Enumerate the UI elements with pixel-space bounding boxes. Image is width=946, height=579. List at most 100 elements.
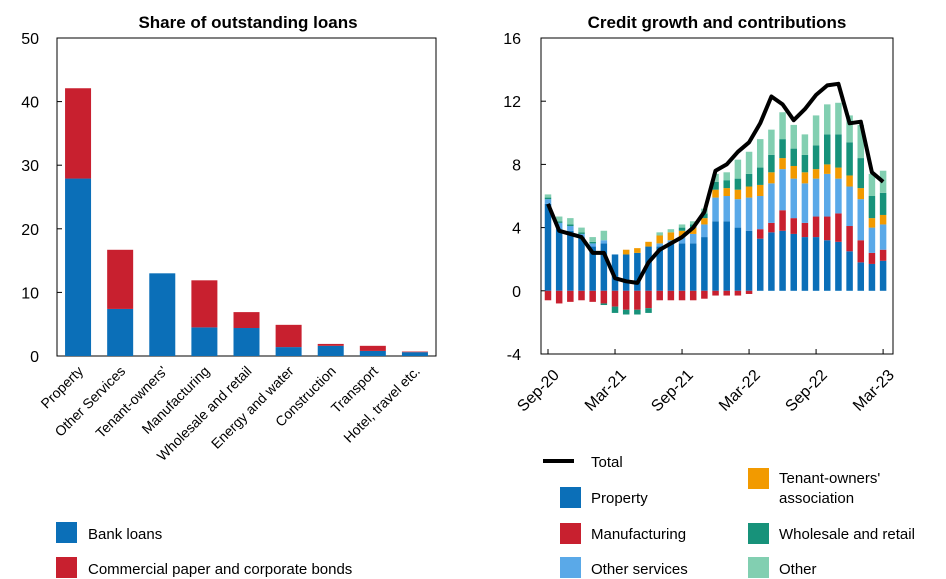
bar-property-apr-21: [622, 254, 630, 291]
bar-property-dec-20: [578, 237, 585, 291]
bar-tenant-owners-association-sep-21: [678, 230, 686, 238]
bar-commercial-paper-and-corporate-bonds-construction: [317, 343, 344, 346]
bar-property-jun-21: [645, 246, 652, 291]
right-x-tick-label: Mar-21: [582, 367, 630, 415]
bar-other-services-jul-21: [656, 243, 663, 247]
left-legend: Bank loans Commercial paper and corporat…: [56, 522, 352, 578]
bar-property-jan-21: [589, 246, 596, 291]
bar-other-aug-22: [801, 134, 809, 155]
bar-other-mar-22: [745, 151, 753, 174]
left-chart-title: Share of outstanding loans: [138, 13, 357, 32]
bar-wholesale-and-retail-mar-23: [879, 192, 887, 215]
bar-property-jan-23: [857, 262, 865, 291]
bar-manufacturing-feb-23: [868, 252, 876, 264]
right-y-tick-label: 4: [512, 221, 521, 238]
bar-bank-loans-energy-and-water: [275, 347, 302, 356]
bar-other-oct-21: [689, 221, 697, 225]
bar-property-feb-22: [734, 227, 742, 291]
bar-property-nov-20: [567, 230, 574, 291]
bar-wholesale-and-retail-sep-22: [812, 145, 820, 170]
bar-manufacturing-nov-22: [835, 213, 842, 242]
bar-wholesale-and-retail-mar-21: [611, 306, 619, 313]
bar-wholesale-and-retail-jan-23: [857, 158, 865, 189]
right-y-tick-label: 12: [503, 94, 521, 111]
bar-property-sep-22: [812, 237, 820, 291]
bar-manufacturing-dec-20: [578, 290, 585, 301]
bar-tenant-owners-association-feb-23: [868, 218, 876, 228]
left-y-tick-label: 0: [30, 349, 39, 366]
bar-other-sep-21: [678, 224, 686, 228]
left-y-tick-label: 30: [21, 158, 39, 175]
bar-bank-loans-wholesale-and-retail: [233, 328, 260, 356]
bar-other-oct-20: [555, 216, 563, 222]
bar-wholesale-and-retail-jun-21: [645, 308, 652, 313]
bar-bank-loans-other-services: [107, 308, 134, 356]
bar-tenant-owners-association-jul-22: [790, 165, 797, 179]
bar-property-oct-20: [555, 229, 563, 291]
bar-wholesale-and-retail-feb-21: [600, 303, 608, 306]
legend-swatch-tenant-owners: [748, 468, 769, 489]
bar-property-nov-22: [835, 241, 842, 291]
bar-tenant-owners-association-feb-22: [734, 189, 742, 200]
bar-bank-loans-transport: [359, 350, 386, 356]
legend-label-property: Property: [591, 490, 648, 507]
bar-property-may-21: [634, 252, 641, 291]
bar-tenant-owners-association-nov-22: [835, 167, 842, 179]
right-x-tick-label: Mar-23: [850, 367, 898, 415]
legend-label-manufacturing: Manufacturing: [591, 526, 686, 543]
bar-manufacturing-jun-22: [779, 210, 786, 231]
left-chart: Share of outstanding loans 0 10 20 30 40 50 P…: [21, 13, 437, 464]
bar-manufacturing-may-21: [634, 290, 641, 310]
bar-manufacturing-dec-21: [712, 290, 719, 296]
bar-tenant-owners-association-jun-22: [779, 158, 786, 170]
bar-property-oct-22: [824, 240, 831, 291]
bar-manufacturing-may-22: [768, 222, 775, 233]
bar-wholesale-and-retail-feb-23: [868, 196, 876, 219]
bar-commercial-paper-and-corporate-bonds-transport: [359, 345, 386, 351]
bar-other-services-nov-21: [701, 224, 708, 238]
legend-label-other: Other: [779, 561, 817, 578]
bar-tenant-owners-association-oct-21: [689, 227, 697, 234]
bar-property-mar-21: [611, 254, 619, 291]
bar-other-services-aug-22: [801, 183, 809, 223]
bar-tenant-owners-association-jan-23: [857, 188, 865, 200]
bar-bank-loans-manufacturing: [191, 327, 218, 356]
bar-other-jan-23: [857, 124, 865, 159]
bar-property-mar-23: [879, 260, 887, 291]
bar-other-services-mar-23: [879, 224, 887, 250]
bar-property-jul-22: [790, 233, 797, 291]
bar-commercial-paper-and-corporate-bonds-energy-and-water: [275, 324, 302, 348]
bar-tenant-owners-association-sep-22: [812, 169, 820, 179]
bar-other-nov-20: [567, 218, 574, 225]
bar-other-services-feb-21: [600, 240, 608, 244]
bar-manufacturing-oct-20: [555, 290, 563, 304]
bar-other-jan-21: [589, 237, 596, 242]
right-x-axis: Sep-20 Mar-21 Sep-21 Mar-22 Sep-22 Mar-23: [514, 349, 898, 415]
bar-wholesale-and-retail-dec-21: [712, 181, 719, 190]
bar-other-apr-22: [756, 139, 764, 168]
bar-other-services-dec-22: [846, 186, 853, 227]
bar-wholesale-and-retail-dec-20: [578, 232, 585, 234]
bar-bank-loans-construction: [317, 345, 344, 356]
bar-wholesale-and-retail-nov-22: [835, 134, 842, 168]
bar-other-aug-21: [667, 229, 675, 233]
bar-manufacturing-jun-21: [645, 290, 652, 309]
bar-commercial-paper-and-corporate-bonds-property: [65, 88, 92, 179]
bar-wholesale-and-retail-jan-22: [723, 180, 730, 189]
bar-property-dec-22: [846, 251, 853, 291]
legend-label-bank-loans: Bank loans: [88, 526, 162, 543]
bar-wholesale-and-retail-feb-22: [734, 178, 742, 190]
bar-other-services-nov-22: [835, 178, 842, 214]
legend-label-other-services: Other services: [591, 561, 688, 578]
bar-other-services-sep-22: [812, 178, 820, 217]
bar-manufacturing-mar-21: [611, 290, 619, 307]
left-bars: [65, 88, 428, 356]
bar-other-services-jan-21: [589, 243, 596, 247]
bar-other-services-feb-23: [868, 227, 876, 253]
bar-manufacturing-oct-21: [689, 290, 697, 301]
bar-property-sep-20: [544, 203, 552, 291]
legend-label-tenant-owners-line2: association: [779, 490, 854, 507]
bar-manufacturing-aug-21: [667, 290, 675, 301]
left-y-tick-label: 50: [21, 31, 39, 48]
